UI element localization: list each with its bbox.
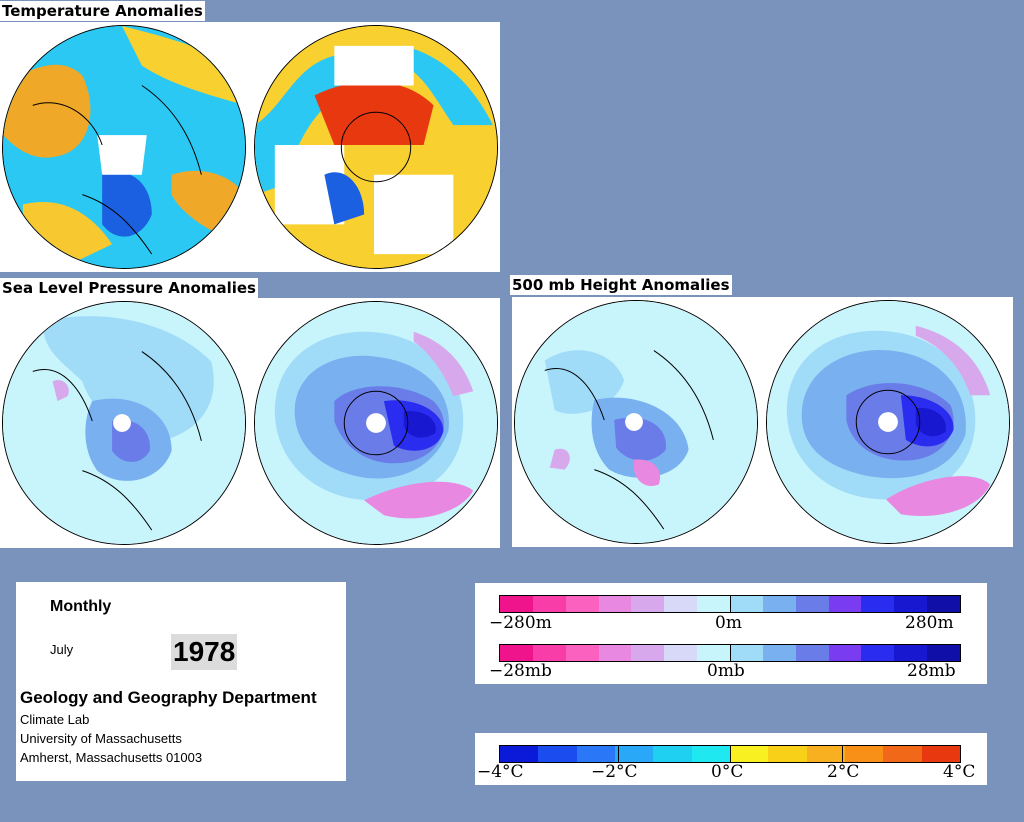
temperature-m2-label: −2°C (591, 762, 638, 782)
color-swatch-9 (844, 746, 884, 762)
slp-north-map (3, 302, 245, 544)
color-swatch-10 (883, 746, 922, 762)
lab-label: Climate Lab (20, 712, 90, 727)
color-swatch-8 (806, 746, 845, 762)
temperature-north-map (3, 26, 245, 268)
color-swatch-5 (664, 596, 698, 612)
temperature-legend: −4°C −2°C 0°C 2°C 4°C (475, 733, 987, 785)
slp-north-globe (2, 301, 246, 545)
temperature-anomalies-title: Temperature Anomalies (0, 1, 205, 21)
color-swatch-11 (861, 645, 895, 661)
color-swatch-1 (532, 596, 566, 612)
height-center-tick (730, 595, 731, 613)
height-min-label: −280m (489, 613, 552, 633)
temperature-max-label: 4°C (943, 762, 976, 782)
color-swatch-5 (664, 645, 698, 661)
department-label: Geology and Geography Department (20, 688, 317, 707)
temperature-zero-label: 0°C (711, 762, 744, 782)
height-anomalies-panel (512, 297, 1013, 547)
temperature-tick-p2 (842, 745, 843, 763)
color-swatch-7 (730, 645, 763, 661)
sea-level-pressure-title: Sea Level Pressure Anomalies (0, 278, 258, 298)
height-north-map (515, 301, 757, 543)
color-swatch-0 (500, 596, 533, 612)
height-zero-label: 0m (715, 613, 742, 633)
color-swatch-10 (828, 645, 862, 661)
color-swatch-1 (538, 746, 577, 762)
color-swatch-13 (927, 596, 961, 612)
info-box: Monthly July 1978 Geology and Geography … (16, 582, 346, 781)
pressure-max-label: 28mb (907, 661, 956, 681)
height-max-label: 280m (905, 613, 954, 633)
color-swatch-9 (795, 596, 829, 612)
color-swatch-3 (598, 596, 632, 612)
color-swatch-10 (828, 596, 862, 612)
temperature-south-map (255, 26, 497, 268)
color-swatch-8 (762, 645, 796, 661)
address-label: Amherst, Massachusetts 01003 (20, 750, 203, 765)
temperature-min-label: −4°C (477, 762, 524, 782)
university-label: University of Massachusetts (20, 731, 182, 746)
color-swatch-11 (861, 596, 895, 612)
height-anomalies-title: 500 mb Height Anomalies (510, 275, 732, 295)
temperature-tick-m2 (618, 745, 619, 763)
height-north-globe (514, 300, 758, 544)
color-swatch-2 (576, 746, 615, 762)
height-south-globe (766, 300, 1010, 544)
color-swatch-3 (598, 645, 632, 661)
color-swatch-3 (614, 746, 654, 762)
slp-south-map (255, 302, 497, 544)
pressure-min-label: −28mb (489, 661, 552, 681)
color-swatch-9 (795, 645, 829, 661)
color-swatch-4 (631, 645, 665, 661)
color-swatch-1 (532, 645, 566, 661)
color-swatch-7 (768, 746, 807, 762)
temperature-p2-label: 2°C (827, 762, 860, 782)
color-swatch-11 (921, 746, 960, 762)
color-swatch-4 (653, 746, 692, 762)
color-swatch-0 (500, 645, 533, 661)
color-swatch-2 (565, 645, 599, 661)
height-south-map (767, 301, 1009, 543)
year-label: 1978 (171, 634, 238, 670)
temperature-panel (0, 22, 500, 272)
color-swatch-12 (894, 596, 928, 612)
slp-south-globe (254, 301, 498, 545)
pressure-zero-label: 0mb (707, 661, 745, 681)
pressure-center-tick (730, 644, 731, 662)
anomaly-legend: −280m 0m 280m −28mb 0mb 28mb (475, 583, 987, 684)
month-label: July (50, 642, 74, 657)
color-swatch-6 (697, 645, 731, 661)
color-swatch-4 (631, 596, 665, 612)
color-swatch-6 (729, 746, 769, 762)
color-swatch-12 (894, 645, 928, 661)
color-swatch-5 (691, 746, 730, 762)
color-swatch-2 (565, 596, 599, 612)
color-swatch-13 (927, 645, 961, 661)
temperature-north-globe (2, 25, 246, 269)
period-label: Monthly (50, 598, 112, 615)
color-swatch-7 (730, 596, 763, 612)
temperature-tick-0 (730, 745, 731, 763)
color-swatch-8 (762, 596, 796, 612)
temperature-south-globe (254, 25, 498, 269)
color-swatch-0 (500, 746, 539, 762)
color-swatch-6 (697, 596, 731, 612)
sea-level-pressure-panel (0, 298, 500, 548)
